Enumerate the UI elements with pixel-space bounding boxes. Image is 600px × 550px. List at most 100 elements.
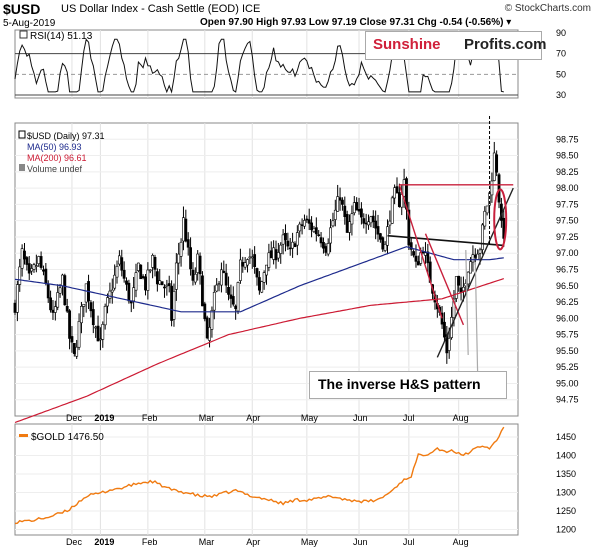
- price-candle: [172, 291, 176, 320]
- price-candle: [101, 324, 105, 340]
- price-candle: [352, 202, 356, 214]
- price-candle: [186, 239, 190, 248]
- price-xlabel-7: Jul: [403, 413, 415, 423]
- price-candle: [336, 196, 340, 212]
- price-candle: [80, 306, 83, 324]
- price-tick-label-0: 98.75: [556, 134, 579, 144]
- pattern-neckline-lower: [387, 234, 504, 247]
- price-candle: [215, 284, 219, 292]
- price-candle: [281, 234, 285, 245]
- price-candle: [208, 327, 211, 341]
- price-candle: [300, 224, 304, 227]
- price-candle: [367, 221, 370, 226]
- rsi-legend-swatch: [19, 30, 28, 39]
- price-candle: [426, 251, 430, 264]
- price-candle: [414, 255, 418, 262]
- price-candle: [44, 268, 48, 284]
- price-candle: [288, 247, 292, 250]
- price-candle: [193, 273, 197, 283]
- price-candle: [412, 251, 416, 256]
- price-candle: [241, 262, 245, 267]
- gold-xlabel-1: 2019: [94, 537, 114, 547]
- price-candle: [495, 154, 499, 173]
- price-candle: [132, 287, 136, 302]
- price-candle: [473, 254, 477, 258]
- price-candle: [217, 283, 221, 285]
- price-tick-label-10: 96.25: [556, 297, 579, 307]
- price-candle: [39, 256, 43, 268]
- ma50-line: [14, 246, 504, 313]
- price-tick-label-7: 97.00: [556, 248, 579, 258]
- price-candle: [220, 269, 223, 286]
- price-candle: [32, 264, 36, 270]
- price-candle: [84, 283, 88, 303]
- price-candle: [476, 253, 480, 260]
- price-candle: [395, 186, 399, 194]
- price-candle: [298, 223, 302, 232]
- price-legend-swatch: [18, 130, 26, 139]
- price-candle: [103, 306, 107, 326]
- rsi-tick-label-2: 50: [556, 69, 566, 79]
- price-candle: [117, 255, 121, 265]
- price-candle: [364, 222, 368, 225]
- price-candle: [454, 276, 458, 299]
- price-candle: [440, 312, 444, 325]
- price-candle: [483, 210, 487, 227]
- price-tick-label-13: 95.50: [556, 346, 579, 356]
- price-candle: [276, 252, 280, 259]
- gold-xlabel-4: Apr: [246, 537, 260, 547]
- price-candle: [125, 280, 128, 285]
- price-candle: [210, 310, 214, 330]
- price-candle: [279, 244, 283, 254]
- price-candle: [191, 269, 195, 281]
- price-candle: [94, 326, 98, 329]
- price-candle: [20, 248, 24, 269]
- price-candle: [158, 280, 162, 285]
- price-candle: [49, 297, 52, 311]
- logo-text-profits: Profits.com: [464, 36, 547, 53]
- price-xlabel-4: Apr: [246, 413, 260, 423]
- price-candle: [75, 346, 79, 357]
- price-candle: [416, 261, 420, 266]
- price-candle: [274, 249, 278, 261]
- price-tick-label-8: 96.75: [556, 265, 579, 275]
- price-candle: [37, 256, 41, 264]
- price-candle: [286, 240, 290, 247]
- price-tick-label-2: 98.25: [556, 167, 579, 177]
- price-candle: [139, 264, 143, 280]
- price-candle: [388, 220, 392, 226]
- price-candle: [466, 271, 470, 285]
- price-candle: [151, 255, 155, 268]
- price-candle: [471, 254, 475, 263]
- price-candle: [236, 282, 240, 312]
- price-candle: [174, 262, 178, 290]
- price-candle: [478, 249, 482, 254]
- chart-symbol: $USD: [3, 1, 41, 17]
- price-candle: [198, 255, 202, 275]
- price-tick-label-1: 98.50: [556, 151, 579, 161]
- price-candle: [222, 270, 226, 273]
- chart-date: 5-Aug-2019: [3, 18, 56, 29]
- price-candle: [212, 291, 216, 311]
- gold-xlabel-6: Jun: [353, 537, 368, 547]
- gold-legend-swatch: [19, 434, 28, 437]
- price-candle: [227, 286, 230, 295]
- price-candle: [110, 289, 114, 293]
- price-candle: [25, 257, 29, 265]
- price-candle: [13, 302, 17, 313]
- price-tick-label-9: 96.50: [556, 281, 579, 291]
- rsi-tick-label-1: 70: [556, 49, 566, 59]
- price-candle: [393, 187, 397, 199]
- price-tick-label-4: 97.75: [556, 199, 579, 209]
- annotation-pointer-2: [474, 261, 479, 376]
- price-candle: [462, 286, 465, 292]
- price-xlabel-1: 2019: [94, 413, 114, 423]
- gold-xlabel-7: Jul: [403, 537, 415, 547]
- gold-tick-label-5: 1200: [556, 524, 576, 534]
- pattern-head-right-leg: [424, 233, 465, 326]
- rsi-tick-label-3: 30: [556, 90, 566, 100]
- price-candle: [23, 250, 26, 260]
- price-candle: [91, 309, 95, 326]
- price-candle: [390, 197, 394, 224]
- price-candle: [345, 214, 349, 233]
